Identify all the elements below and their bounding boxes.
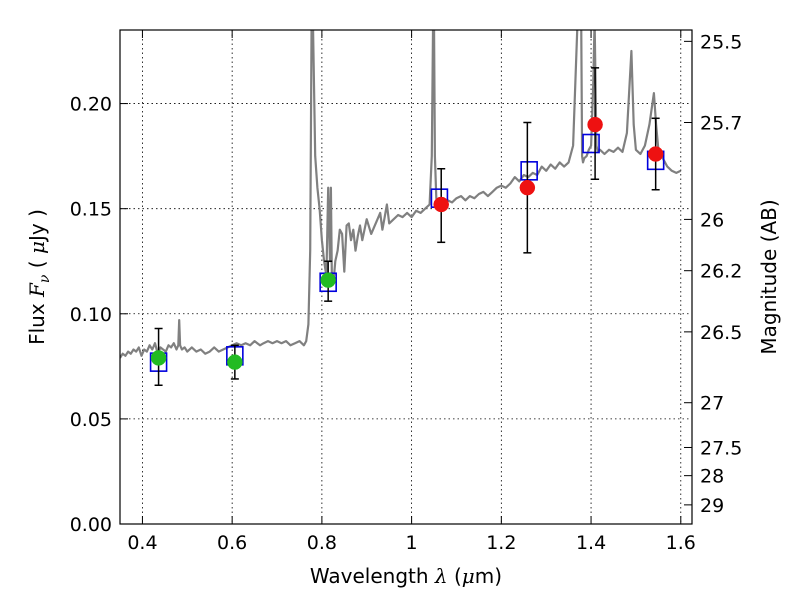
model-spectrum-line: [120, 30, 682, 359]
y-axis-title: Flux Fν ( μJy ): [25, 209, 53, 345]
x-tick-label: 0.6: [217, 532, 247, 554]
plot-area: [120, 30, 692, 524]
model-photometry-square: [582, 133, 600, 154]
observed-nir-point: [519, 179, 536, 196]
y2-tick-label: 26: [700, 209, 724, 231]
y2-tick-label: 29: [700, 495, 724, 517]
observed-optical-point: [227, 354, 243, 370]
y-tick-label: 0.10: [70, 304, 112, 326]
y2-tick-label: 26.2: [700, 261, 742, 283]
x-axis-title: Wavelength λ (μm): [310, 564, 502, 588]
y2-tick-label: 25.7: [700, 112, 742, 134]
y2-tick-label: 27.5: [700, 437, 742, 459]
x-tick-label: 1.4: [576, 532, 606, 554]
x-tick-label: 1.2: [486, 532, 516, 554]
model-photometry-square: [520, 161, 538, 181]
observed-nir-point: [433, 196, 449, 213]
axes: 0.4 0.6 0.8 1 1.2 1.4 1.6 0.00 0.05 0.10 0.15 0.20 2…: [70, 29, 742, 554]
plot-frame: [119, 29, 693, 525]
observed-optical-point: [320, 272, 336, 288]
y-tick-label: 0.20: [70, 94, 112, 116]
y2-tick-label: 28: [700, 466, 724, 488]
y-tick-label: 0.15: [70, 199, 112, 221]
x-tick-label: 1.6: [666, 532, 696, 554]
observed-nir-point: [587, 116, 603, 133]
observed-nir-point: [647, 146, 664, 162]
y2-tick-label: 27: [700, 393, 724, 415]
y2-tick-label: 26.5: [700, 322, 742, 344]
observed-optical-point: [150, 350, 167, 366]
x-tick-label: 0.8: [307, 532, 337, 554]
x-tick-label: 0.4: [127, 532, 157, 554]
y-tick-label: 0.00: [70, 514, 112, 536]
x-tick-label: 1: [406, 532, 418, 554]
y-tick-label: 0.05: [70, 409, 112, 431]
y2-axis-title: Magnitude (AB): [757, 199, 781, 354]
y2-tick-label: 25.5: [700, 31, 742, 53]
